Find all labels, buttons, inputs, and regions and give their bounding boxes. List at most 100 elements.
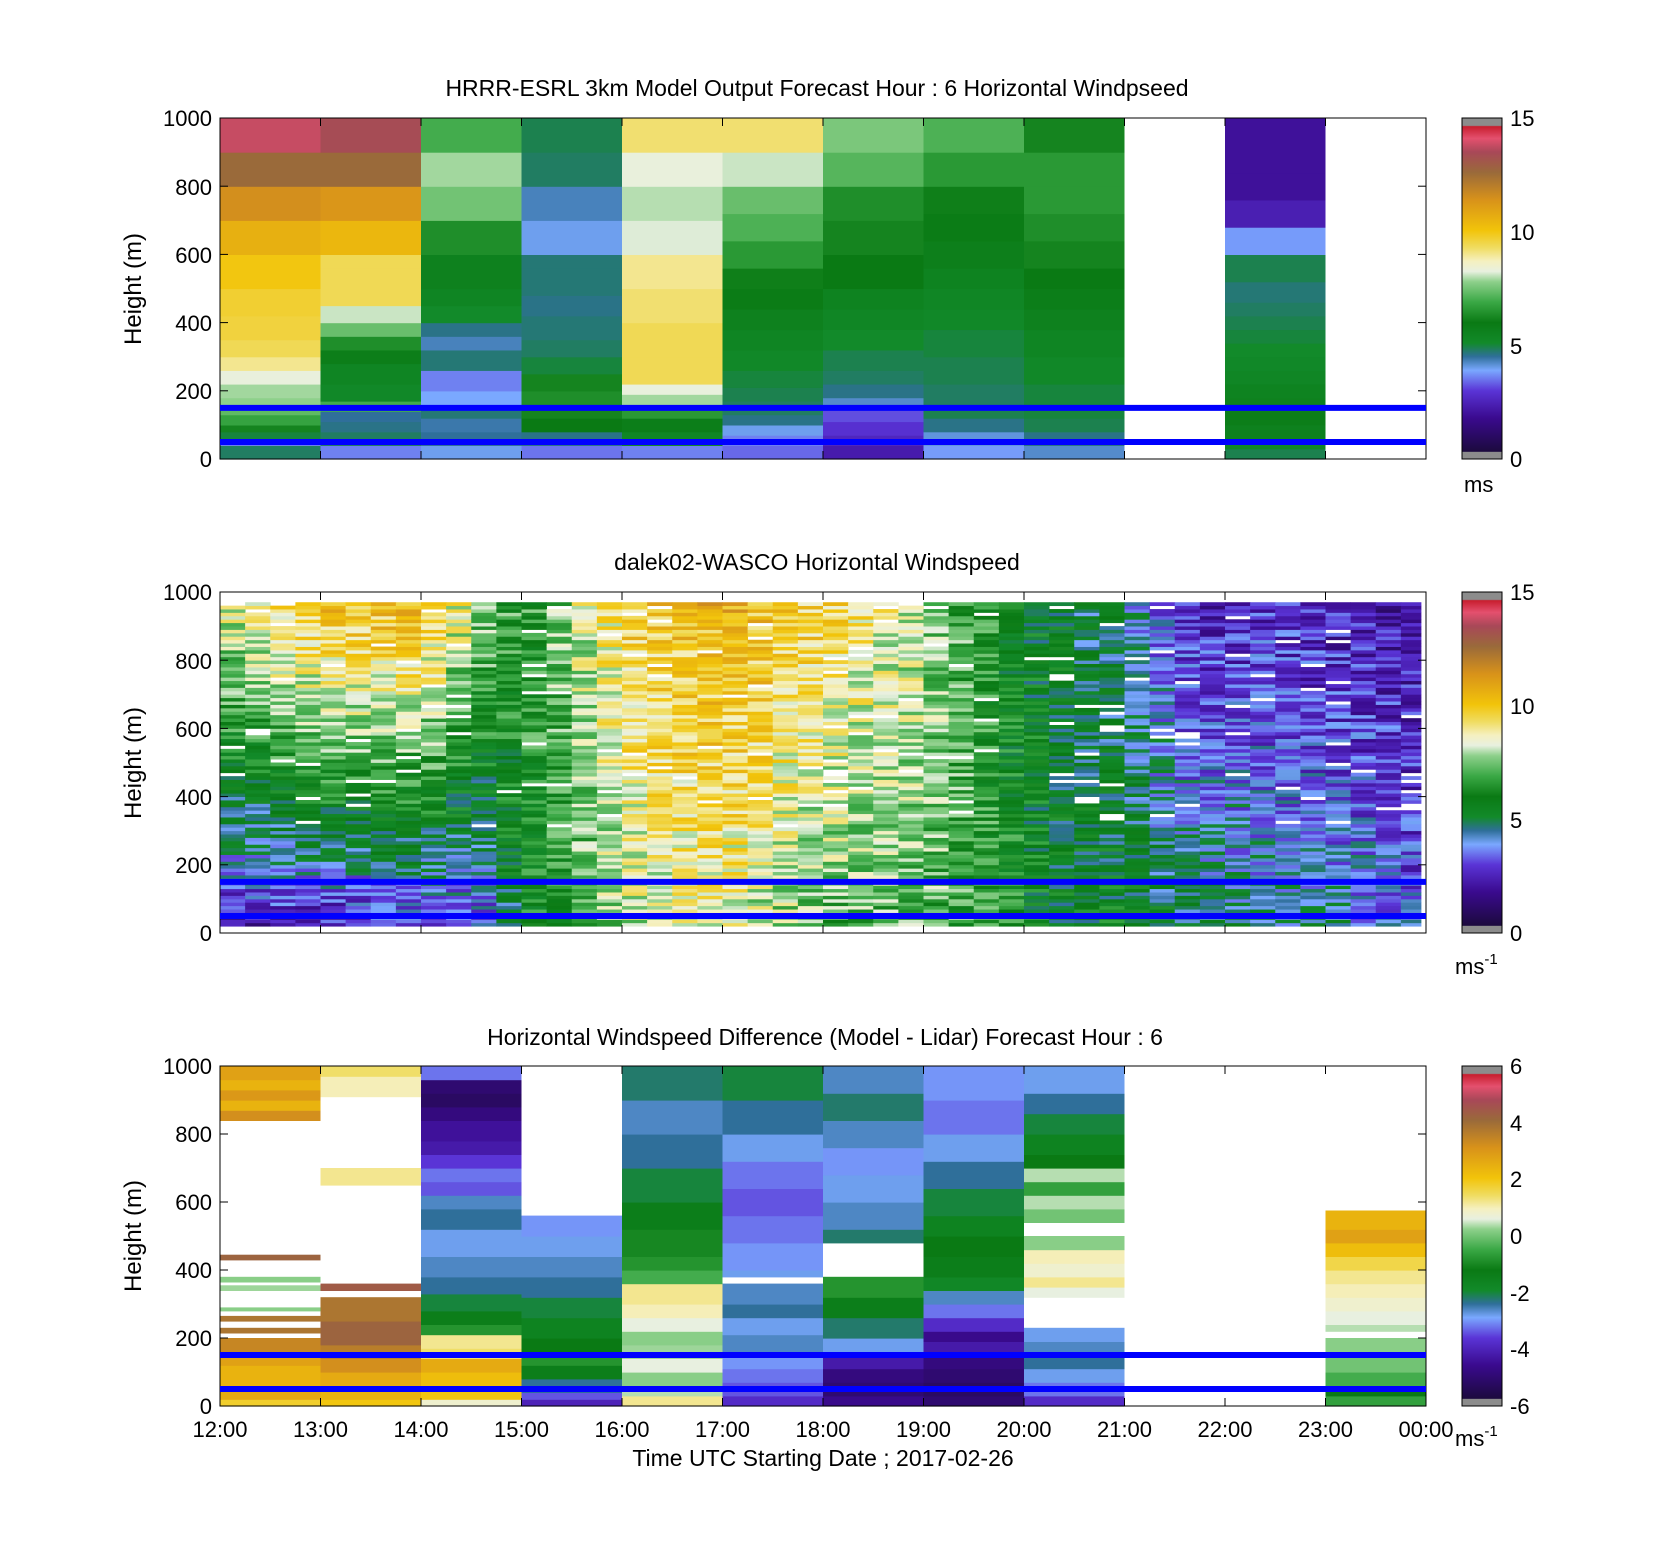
heatmap-cell [647,752,673,757]
heatmap-cell [596,755,623,760]
heatmap-cell [772,609,799,613]
heatmap-cell [1300,786,1326,791]
heatmap-cell [1400,844,1422,849]
heatmap-cell [270,755,296,760]
heatmap-cell [1074,765,1100,770]
heatmap-cell [245,602,271,607]
heatmap-cell [1350,738,1377,743]
heatmap-cell [823,1297,924,1319]
y-tick-label: 0 [200,1394,212,1419]
heatmap-cell [948,827,975,832]
heatmap-cell [1199,875,1226,879]
heatmap-cell [270,646,296,651]
heatmap-cell [1124,837,1151,842]
heatmap-cell [521,765,548,770]
heatmap-cell [998,847,1025,852]
heatmap-cell [245,701,271,705]
heatmap-cell [848,810,874,815]
heatmap-cell [245,622,271,627]
heatmap-cell [521,806,548,811]
heatmap-cell [747,704,774,709]
heatmap-cell [823,690,849,695]
heatmap-cell [923,1276,1024,1291]
heatmap-cell [722,673,749,678]
heatmap-cell [446,762,472,767]
heatmap-cell [496,759,522,763]
heatmap-cell [596,626,623,630]
heatmap-cell [220,701,246,705]
heatmap-cell [747,779,774,784]
heatmap-cell [245,636,271,641]
heatmap-cell [998,765,1025,770]
heatmap-cell [848,742,874,746]
heatmap-cell [697,769,723,774]
heatmap-cell [370,762,397,767]
heatmap-cell [1325,776,1352,780]
heatmap-cell [647,735,673,740]
heatmap-cell [747,653,774,658]
heatmap-cell [672,823,698,828]
heatmap-cell [1350,694,1377,699]
heatmap-cell [1275,830,1301,835]
heatmap-cell [948,697,975,702]
heatmap-cell [446,711,472,716]
heatmap-cell [1099,663,1125,668]
heatmap-cell [1225,663,1251,668]
heatmap-cell [948,605,975,610]
heatmap-cell [848,684,874,688]
heatmap-cell [596,742,623,746]
heatmap-cell [898,605,924,610]
heatmap-cell [1325,830,1352,835]
heatmap-cell [421,759,447,763]
heatmap-cell [1099,660,1125,665]
heatmap-cell [320,742,347,746]
heatmap-cell [1149,827,1176,832]
heatmap-cell [471,670,497,675]
heatmap-cell [1174,667,1201,671]
heatmap-cell [345,905,372,910]
heatmap-cell [471,626,497,630]
heatmap-cell [1124,759,1151,763]
heatmap-cell [1199,609,1226,613]
heatmap-cell [1375,772,1402,777]
heatmap-cell [1149,680,1176,685]
heatmap-cell [1300,701,1326,705]
heatmap-cell [998,612,1025,617]
heatmap-cell [923,844,950,849]
heatmap-cell [1074,823,1100,828]
heatmap-cell [571,820,598,825]
heatmap-cell [948,718,975,722]
heatmap-cell [446,902,472,907]
heatmap-cell [622,895,648,900]
heatmap-cell [998,656,1025,661]
heatmap-cell [546,857,573,862]
heatmap-cell [1024,677,1050,682]
heatmap-cell [1300,639,1326,644]
heatmap-cell [1275,697,1301,702]
heatmap-cell [772,626,799,630]
heatmap-cell [697,663,723,668]
heatmap-cell [622,684,648,688]
heatmap-cell [270,636,296,641]
heatmap-cell [1300,769,1326,774]
heatmap-cell [973,765,1000,770]
heatmap-cell [1375,762,1402,767]
heatmap-cell [772,776,799,780]
heatmap-cell [948,673,975,678]
heatmap-cell [1350,615,1377,620]
heatmap-cell [1074,786,1100,791]
heatmap-cell [973,742,1000,746]
heatmap-cell [571,649,598,654]
heatmap-cell [722,765,749,770]
heatmap-cell [823,892,849,896]
heatmap-cell [1400,677,1422,682]
heatmap-cell [948,649,975,654]
heatmap-cell [245,748,271,753]
heatmap-cell [370,755,397,760]
heatmap-cell [521,748,548,753]
heatmap-cell [1124,851,1151,855]
heatmap-cell [245,649,271,654]
heatmap-cell [1400,810,1422,815]
heatmap-cell [345,690,372,695]
heatmap-cell [521,602,548,607]
